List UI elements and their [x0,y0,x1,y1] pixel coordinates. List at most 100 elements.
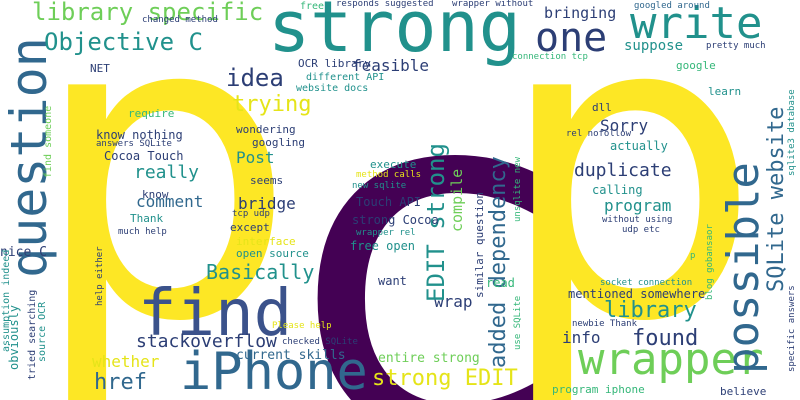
word-rel-nofollow: rel nofollow [566,129,632,139]
word-whether: whether [92,352,160,371]
word-googling: googling [252,136,305,149]
word-responds-suggested: responds suggested [336,0,434,9]
word-pretty-much: pretty much [706,41,766,51]
word-socket-connection: socket connection [600,278,693,288]
word-specific-answers: specific answers [787,285,797,372]
word-sqlite3-database: sqlite3 database [787,89,797,176]
word-answers-sqlite: answers SQLite [96,139,172,149]
word-current-skills: current skills [236,348,346,363]
word-bringing: bringing [544,4,617,22]
word-know: know [142,188,169,201]
word-idea: idea [226,64,284,92]
word-possible: possible [718,162,769,374]
word-added-dependency: added dependency [486,156,511,368]
word-different-api: different API [306,72,385,83]
word-p-small: p [690,251,696,261]
word-obviously: obviously [7,304,21,370]
word-google: google [676,59,716,72]
word-duplicate: duplicate [574,160,672,181]
word-know-nothing: know nothing [96,128,183,142]
word-program-iphone: program iphone [552,383,645,396]
word-free: free [300,1,325,12]
word-seems: seems [250,174,284,187]
word-wrap: wrap [434,292,473,311]
word-believe: believe [720,385,767,398]
word-strong-edit: strong EDIT [372,366,518,391]
word-please-help: Please help [272,321,332,331]
word-except: except [230,221,270,234]
word-website-docs: website docs [296,83,369,94]
word-bridge: bridge [238,194,296,213]
word-unsqlite-new: unsqlite new [513,156,523,222]
word-checked-sqlite: checked SQLite [282,337,358,347]
word-feasible: feasible [352,56,430,75]
word-learn: learn [708,85,742,98]
word-c-center: c [290,0,565,400]
word-iphone: iPhone [180,342,368,400]
word-p-right: p [495,0,762,400]
word-similar-question: similar question [473,192,486,298]
word-info: info [562,328,601,347]
word-entire-strong: entire strong [378,351,480,366]
word-tcp-udp: tcp udp [232,209,270,219]
word-newbie-thank: newbie Thank [572,319,638,329]
word-wondering: wondering [236,123,296,136]
word-really: really [134,162,200,183]
word-use-sqlite: use SQLite [513,295,523,350]
word-program: program [604,196,672,215]
word-help-either: help either [95,246,105,306]
word-changed-method: changed method [142,15,218,25]
word-method-calls: method calls [356,170,422,180]
word-nice-c: nice C [0,245,47,260]
word-open-source: open source [236,247,309,260]
word-thank: Thank [130,212,164,225]
word-wrapper: wrapper [578,334,764,385]
word-want: want [378,274,407,288]
word-sorry: Sorry [600,116,649,135]
word-basically: Basically [206,260,315,284]
word-source-ocr: source OCR [37,301,48,362]
word-udp-etc: udp etc [622,225,660,235]
word-write: write [630,0,763,49]
word-free-open: free open [350,239,416,253]
word-found: found [632,326,699,351]
word-calling: calling [592,183,643,197]
word-href: href [94,370,147,395]
word-much-help: much help [118,227,167,237]
word-blog-gobansaor: blog gobansaor [705,224,715,300]
word-execute: execute [370,158,417,171]
word-find: find [138,277,293,351]
word-interface: interface [236,235,296,248]
word-library-specific: library specific [32,0,264,26]
word-wrapper-rel: wrapper rel [356,228,416,238]
word-without-using: without using [602,215,673,225]
word-strong-cocoa: strong Cocoa [352,213,439,227]
word-post: Post [236,148,275,167]
word-actually: actually [610,139,668,153]
word-read: read [486,276,515,290]
word-mentioned-somewhere: mentioned somewhere [568,287,706,301]
word-objective-c: Objective C [44,28,203,56]
word-comment: comment [136,192,204,211]
word-dll: dll [592,101,612,114]
word-sqlite-website: SQLite website [764,106,789,292]
word-compile: compile [448,168,466,232]
word-connection-tcp: connection tcp [512,52,588,62]
word-p-left: p [30,0,297,400]
word-cocoa-touch: Cocoa Touch [104,149,184,163]
word-trying: trying [232,92,312,117]
word-one: one [535,15,608,61]
word-stackoverflow: stackoverflow [136,331,277,352]
word-require: require [128,107,175,120]
word-touch-api: Touch API [356,195,422,209]
word-library: library [604,298,697,323]
word-ocr-library: OCR library [298,57,371,70]
word-suppose: suppose [624,38,684,54]
word-wrapper-without: wrapper without [452,0,534,9]
word-new-sqlite: new sqlite [352,181,407,191]
word-find-someone: find someone [43,105,54,178]
word-net: NET [90,62,110,75]
word-strong-top: strong [268,0,521,68]
word-googled-around: googled around [634,1,710,11]
